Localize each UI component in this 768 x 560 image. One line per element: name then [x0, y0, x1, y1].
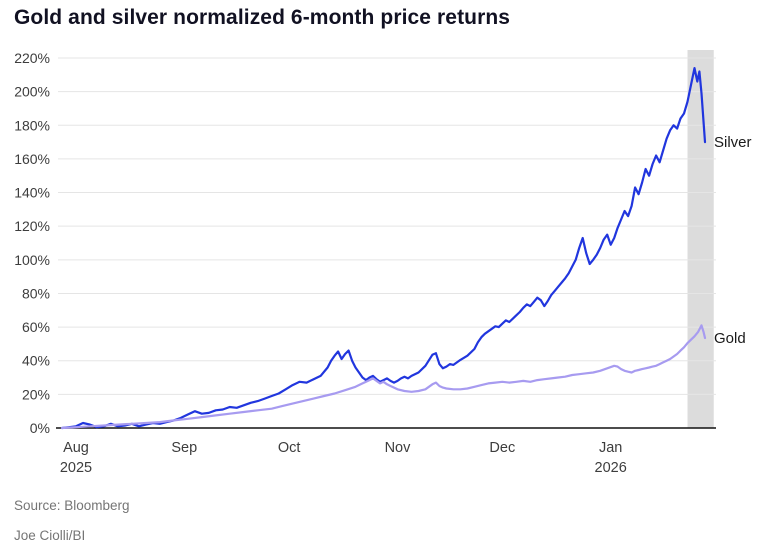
x-axis-tick-label: Jan	[599, 440, 622, 456]
x-axis-tick-label: Dec	[489, 440, 515, 456]
credit-text: Joe Ciolli/BI	[14, 528, 86, 543]
series-line-silver	[60, 66, 707, 430]
y-axis-tick-label: 20%	[22, 386, 50, 402]
chart-title: Gold and silver normalized 6-month price…	[14, 6, 511, 29]
y-axis-tick-label: 40%	[22, 353, 50, 369]
source-text: Source: Bloomberg	[14, 498, 130, 513]
y-axis-tick-label: 0%	[30, 420, 50, 436]
x-axis-tick-label: Nov	[385, 440, 412, 456]
x-axis-tick-label: Oct	[278, 440, 301, 456]
y-axis-tick-label: 80%	[22, 285, 50, 301]
y-axis-tick-label: 220%	[14, 50, 50, 66]
highlight-band	[687, 50, 714, 428]
line-chart: 0% 20% 40% 60% 80% 100% 120% 140% 160% 180% 200% 22…	[14, 50, 752, 476]
series-line-gold	[60, 324, 707, 430]
series-label-silver: Silver	[714, 134, 752, 151]
x-axis-tick-label: Aug	[63, 440, 89, 456]
y-axis-tick-label: 140%	[14, 185, 50, 201]
x-axis-year-label: 2026	[595, 460, 627, 476]
y-axis-tick-label: 60%	[22, 319, 50, 335]
x-axis-tick-label: Sep	[171, 440, 197, 456]
y-axis-tick-label: 100%	[14, 252, 50, 268]
y-axis-tick-label: 200%	[14, 84, 50, 100]
y-axis-tick-label: 160%	[14, 151, 50, 167]
x-axis-year-label: 2025	[60, 460, 92, 476]
y-axis-tick-label: 180%	[14, 117, 50, 133]
y-axis-tick-label: 120%	[14, 218, 50, 234]
series-label-gold: Gold	[714, 330, 746, 347]
